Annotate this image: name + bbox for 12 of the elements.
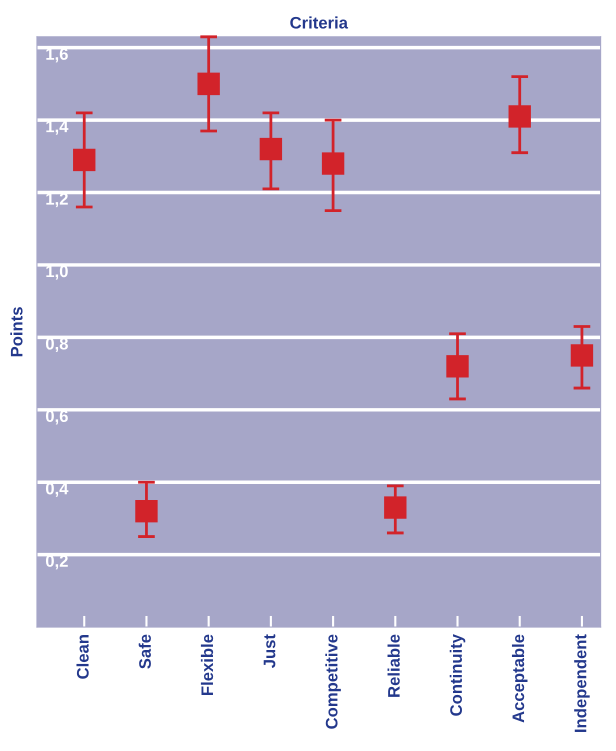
x-tick-label: Clean [76, 635, 89, 679]
y-axis-title: Points [10, 307, 23, 356]
x-tick-label: Reliable [388, 634, 400, 697]
x-tick-label: Continuity [450, 634, 466, 716]
x-tick-label: Acceptable [512, 634, 528, 723]
x-tick-label: Safe [138, 634, 151, 669]
chart-title: Criteria [290, 16, 348, 29]
x-tick-label: Independent [574, 634, 590, 732]
x-tick-label: Just [264, 634, 276, 668]
x-tick-label: Flexible [200, 634, 214, 695]
x-tick-label: Competitive [325, 634, 341, 729]
y-tick-label: 1,4 [46, 120, 68, 135]
